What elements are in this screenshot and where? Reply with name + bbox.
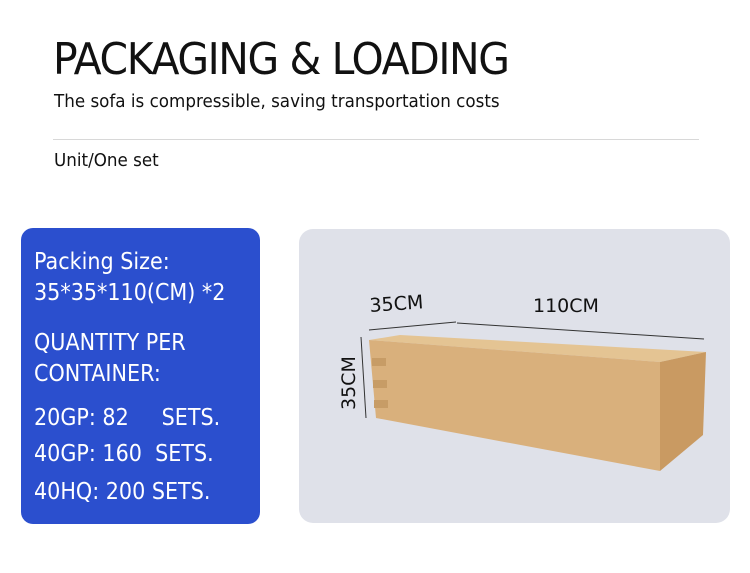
page-subtitle: The sofa is compressible, saving transpo… <box>54 91 500 112</box>
container-20gp: 20GP: 82 SETS. <box>34 405 221 431</box>
quantity-heading-line2: CONTAINER: <box>34 361 161 387</box>
tape <box>374 400 388 408</box>
height-dimension-line <box>360 336 367 419</box>
height-label: 35CM <box>338 356 360 410</box>
tape <box>373 380 387 388</box>
length-dimension-line <box>456 322 705 340</box>
page-title: PACKAGING & LOADING <box>53 34 510 85</box>
box-photo: 35CM 110CM 35CM <box>299 229 730 523</box>
length-label: 110CM <box>533 295 599 317</box>
divider <box>53 139 699 140</box>
quantity-heading-line1: QUANTITY PER <box>34 330 186 356</box>
unit-label: Unit/One set <box>54 150 159 171</box>
container-40hq: 40HQ: 200 SETS. <box>34 479 211 505</box>
packing-info-panel: Packing Size: 35*35*110(CM) *2 QUANTITY … <box>21 228 260 524</box>
packing-size-label: Packing Size: <box>34 249 170 275</box>
box-top <box>369 335 706 362</box>
container-40gp: 40GP: 160 SETS. <box>34 441 214 467</box>
packing-size-value: 35*35*110(CM) *2 <box>34 280 226 306</box>
box-end <box>660 352 706 471</box>
box-front <box>369 340 660 471</box>
width-dimension-line <box>368 321 457 331</box>
tape <box>372 358 386 366</box>
width-label: 35CM <box>369 291 424 317</box>
